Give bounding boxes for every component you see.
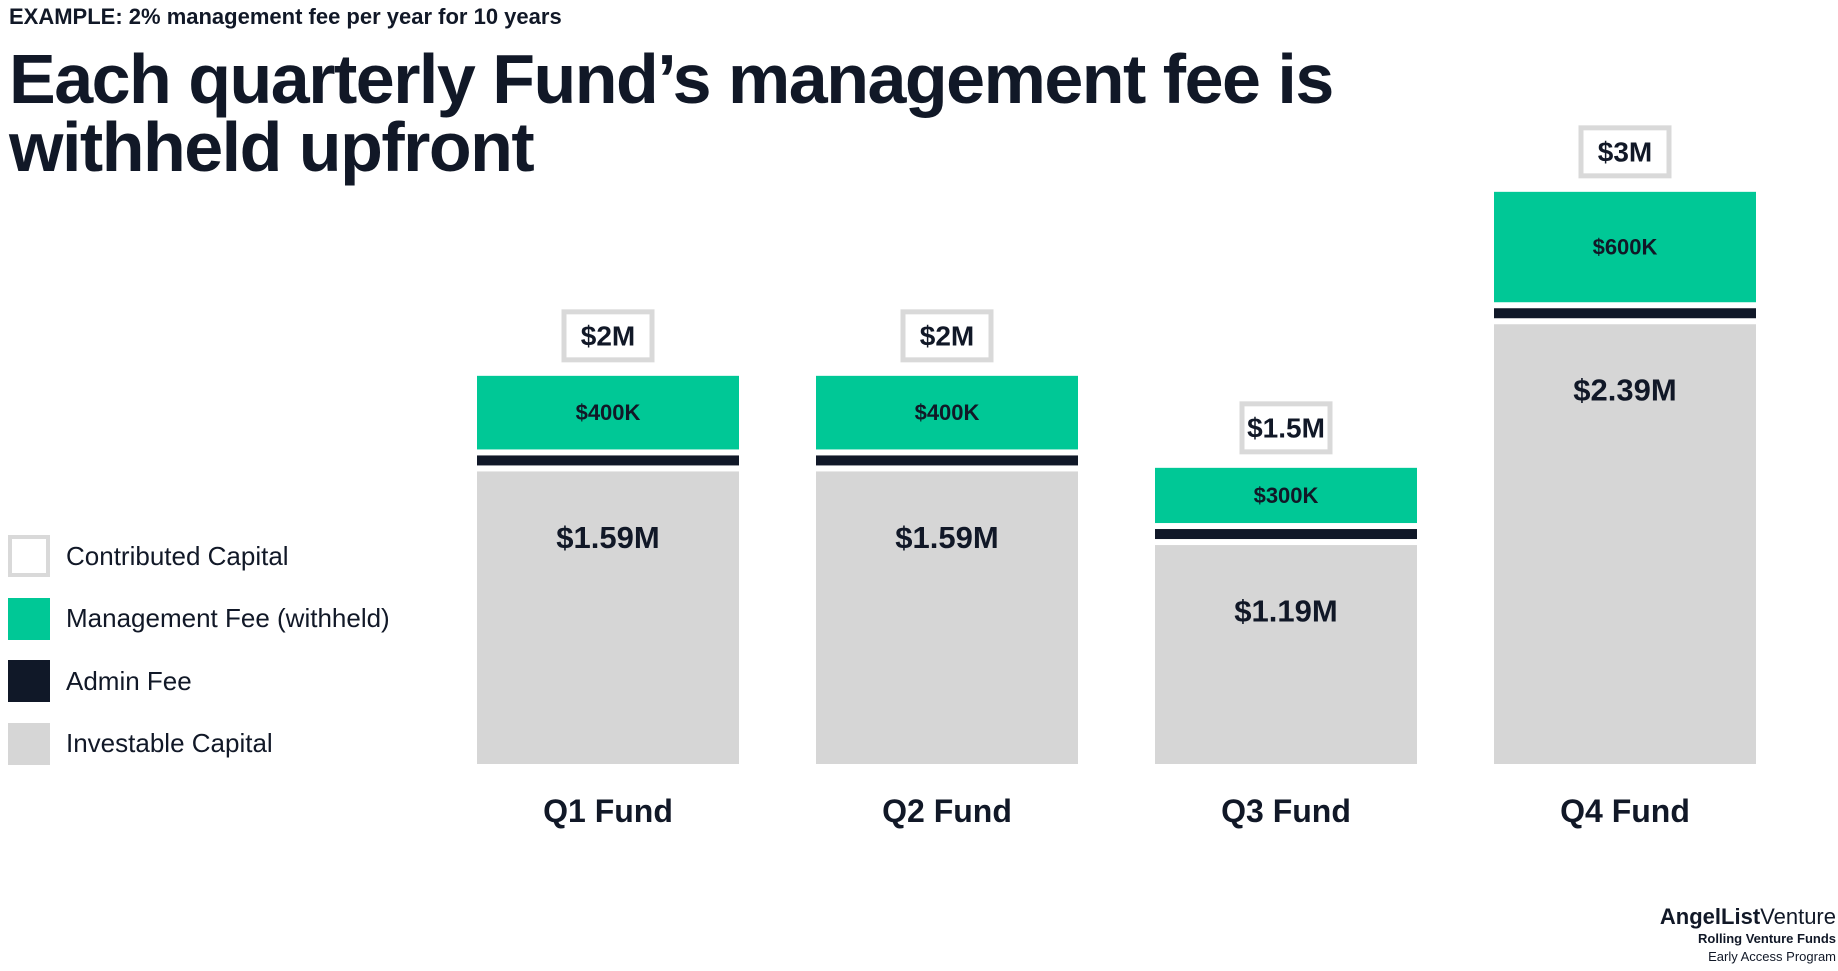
bar-admin-fee-q3-fund (1155, 529, 1417, 540)
bar-management-fee-q4-fund (1494, 191, 1756, 303)
category-label-q4-fund: Q4 Fund (1560, 793, 1690, 829)
brand-name-regular: Venture (1760, 904, 1836, 929)
legend-item-admin-fee: Admin Fee (8, 650, 390, 713)
legend-label-investable-capital: Investable Capital (66, 728, 273, 759)
category-label-q3-fund: Q3 Fund (1221, 793, 1351, 829)
data-label-investable-q2-fund: $1.59M (895, 520, 998, 555)
example-label: EXAMPLE: 2% management fee per year for … (9, 4, 562, 29)
bar-investable-q3-fund (1155, 545, 1417, 764)
data-label-investable-q1-fund: $1.59M (556, 520, 659, 555)
bar-investable-q2-fund (816, 471, 1078, 764)
legend-swatch-contributed-capital (8, 535, 50, 578)
bar-admin-fee-q1-fund (477, 455, 739, 466)
legend-label-contributed-capital: Contributed Capital (66, 540, 289, 571)
bar-investable-q4-fund (1494, 324, 1756, 764)
data-label-management-fee-q3-fund: $300K (1254, 483, 1319, 508)
legend-label-management-fee: Management Fee (withheld) (66, 603, 390, 634)
bar-management-fee-q3-fund (1155, 467, 1417, 524)
legend-swatch-management-fee (8, 597, 50, 640)
bar-admin-fee-q2-fund (816, 455, 1078, 466)
data-label-investable-q3-fund: $1.19M (1234, 594, 1337, 629)
bar-management-fee-q1-fund (477, 375, 739, 450)
data-label-investable-q4-fund: $2.39M (1573, 373, 1676, 408)
page-title: Each quarterly Fund’s management fee is … (9, 40, 1334, 186)
brand-logo: AngelListVenture (1660, 904, 1836, 930)
brand-program: Rolling Venture Funds (1698, 931, 1836, 946)
brand-name-bold: AngelList (1659, 904, 1761, 929)
total-box-q3-fund (1239, 401, 1333, 455)
category-label-q1-fund: Q1 Fund (543, 793, 673, 829)
total-box-q1-fund (561, 309, 655, 363)
legend-item-management-fee: Management Fee (withheld) (8, 588, 390, 651)
legend-swatch-admin-fee (8, 660, 50, 703)
bar-management-fee-q2-fund (816, 375, 1078, 450)
chart-legend: Contributed Capital Management Fee (with… (8, 525, 390, 775)
data-label-management-fee-q2-fund: $400K (915, 400, 980, 425)
total-label-q4-fund: $3M (1598, 136, 1652, 167)
legend-swatch-investable-capital (8, 722, 50, 765)
bar-investable-q1-fund (477, 471, 739, 764)
total-label-q3-fund: $1.5M (1247, 412, 1325, 443)
data-label-management-fee-q1-fund: $400K (576, 400, 641, 425)
brand-block: AngelListVenture Rolling Venture Funds E… (1660, 904, 1836, 965)
legend-item-contributed-capital: Contributed Capital (8, 525, 390, 588)
legend-label-admin-fee: Admin Fee (66, 665, 192, 696)
total-label-q1-fund: $2M (581, 320, 635, 351)
total-box-q4-fund (1578, 125, 1672, 179)
legend-item-investable-capital: Investable Capital (8, 713, 390, 776)
data-label-management-fee-q4-fund: $600K (1593, 235, 1658, 260)
total-label-q2-fund: $2M (920, 320, 974, 351)
total-box-q2-fund (900, 309, 994, 363)
bar-admin-fee-q4-fund (1494, 308, 1756, 319)
category-label-q2-fund: Q2 Fund (882, 793, 1012, 829)
brand-access: Early Access Program (1708, 949, 1836, 964)
